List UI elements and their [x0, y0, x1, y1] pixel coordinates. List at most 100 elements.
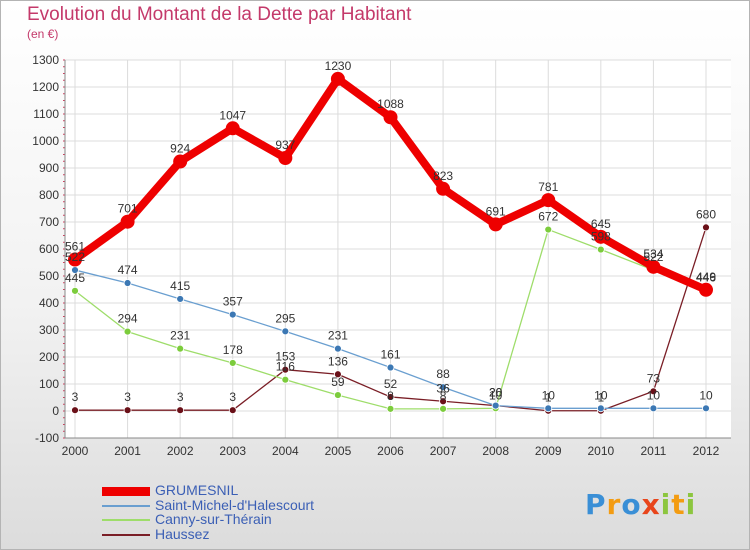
y-tick-label: 1300 [32, 53, 59, 67]
data-label: 522 [65, 250, 85, 264]
data-point [176, 406, 185, 415]
legend-label: Saint-Michel-d'Halescourt [155, 496, 315, 513]
x-tick-label: 2004 [272, 444, 299, 458]
data-label: 1088 [377, 97, 404, 111]
data-label: 178 [223, 343, 243, 357]
data-label: 445 [65, 271, 85, 285]
data-label: 534 [643, 247, 663, 261]
data-point [71, 406, 79, 415]
legend-label: Haussez [155, 525, 210, 542]
data-point [281, 375, 290, 384]
data-point [225, 121, 240, 136]
legend-swatch [102, 504, 150, 507]
data-point [68, 252, 82, 267]
legend-label: Canny-sur-Thérain [155, 511, 272, 527]
data-label: 73 [647, 371, 661, 385]
logo-letter: P [585, 488, 607, 521]
data-point [71, 266, 79, 274]
logo-letter: o [621, 488, 642, 521]
y-tick-label: 1000 [32, 134, 59, 148]
x-tick-label: 2005 [325, 444, 352, 458]
data-point [281, 365, 290, 374]
y-tick-label: 0 [52, 404, 59, 418]
chart-subtitle: (en €) [27, 27, 59, 41]
y-tick-label: 1200 [32, 80, 59, 94]
data-label: 88 [436, 367, 450, 381]
data-point [649, 387, 658, 396]
logo-letter: i [660, 488, 672, 521]
data-point [702, 404, 710, 413]
y-tick-label: 200 [39, 350, 59, 364]
data-label: 781 [538, 180, 558, 194]
data-point [330, 71, 345, 86]
logo-letter: r [606, 488, 622, 521]
data-label: 10 [699, 388, 713, 402]
data-point [228, 406, 237, 415]
data-label: 295 [275, 311, 295, 325]
data-point [439, 404, 447, 413]
logo-letter: i [685, 488, 697, 521]
data-point [436, 181, 451, 196]
data-point [228, 310, 237, 319]
data-point [334, 370, 342, 379]
data-point [596, 245, 605, 254]
data-point [71, 286, 79, 295]
data-label: 1 [545, 391, 552, 405]
data-label: 924 [170, 142, 190, 156]
data-label: 449 [696, 270, 716, 284]
data-point [123, 279, 132, 287]
data-label: 561 [65, 240, 85, 254]
data-point [386, 404, 395, 413]
data-label: 937 [275, 138, 295, 152]
data-label: 357 [223, 295, 243, 309]
x-tick-label: 2008 [482, 444, 509, 458]
data-label: 10 [489, 388, 503, 402]
data-point [596, 404, 605, 413]
data-label: 8 [387, 389, 394, 403]
data-label: 415 [170, 279, 190, 293]
x-tick-label: 2007 [430, 444, 457, 458]
data-label: 691 [486, 204, 506, 218]
data-label: 823 [433, 169, 453, 183]
data-point [386, 393, 395, 401]
data-point [120, 214, 135, 229]
y-tick-label: 1100 [33, 107, 59, 121]
data-point [123, 406, 132, 415]
data-label: 1047 [219, 108, 246, 122]
data-point [646, 259, 661, 274]
data-label: 231 [328, 329, 348, 343]
data-label: 231 [170, 329, 190, 343]
legend-swatch [102, 486, 150, 496]
data-point [699, 282, 713, 297]
y-tick-label: 800 [39, 188, 59, 202]
y-tick-label: 300 [39, 323, 59, 337]
y-tick-label: 100 [39, 377, 59, 391]
data-point [488, 217, 503, 232]
data-label: 446 [696, 271, 716, 285]
x-tick-label: 2012 [693, 444, 720, 458]
data-label: 474 [118, 263, 138, 277]
data-point [649, 404, 658, 413]
data-label: 10 [647, 388, 661, 402]
data-point [383, 110, 398, 125]
data-label: 645 [591, 217, 611, 231]
data-point [593, 229, 608, 244]
legend-swatch [102, 533, 150, 536]
data-label: 680 [696, 207, 716, 221]
data-point [439, 397, 447, 406]
data-point [278, 151, 293, 166]
data-label: 153 [275, 350, 295, 364]
data-label: 8 [440, 389, 447, 403]
chart-title: Evolution du Montant de la Dette par Hab… [27, 4, 412, 25]
y-tick-label: -100 [35, 431, 59, 445]
data-label: 36 [436, 381, 450, 395]
data-label: 10 [542, 388, 556, 402]
data-point [123, 327, 132, 336]
data-label: 52 [384, 377, 398, 391]
data-label: 672 [538, 210, 558, 224]
data-point [544, 404, 553, 413]
data-label: 1 [597, 391, 604, 405]
data-label: 3 [229, 390, 236, 404]
data-label: 3 [177, 390, 184, 404]
data-point [228, 359, 237, 367]
